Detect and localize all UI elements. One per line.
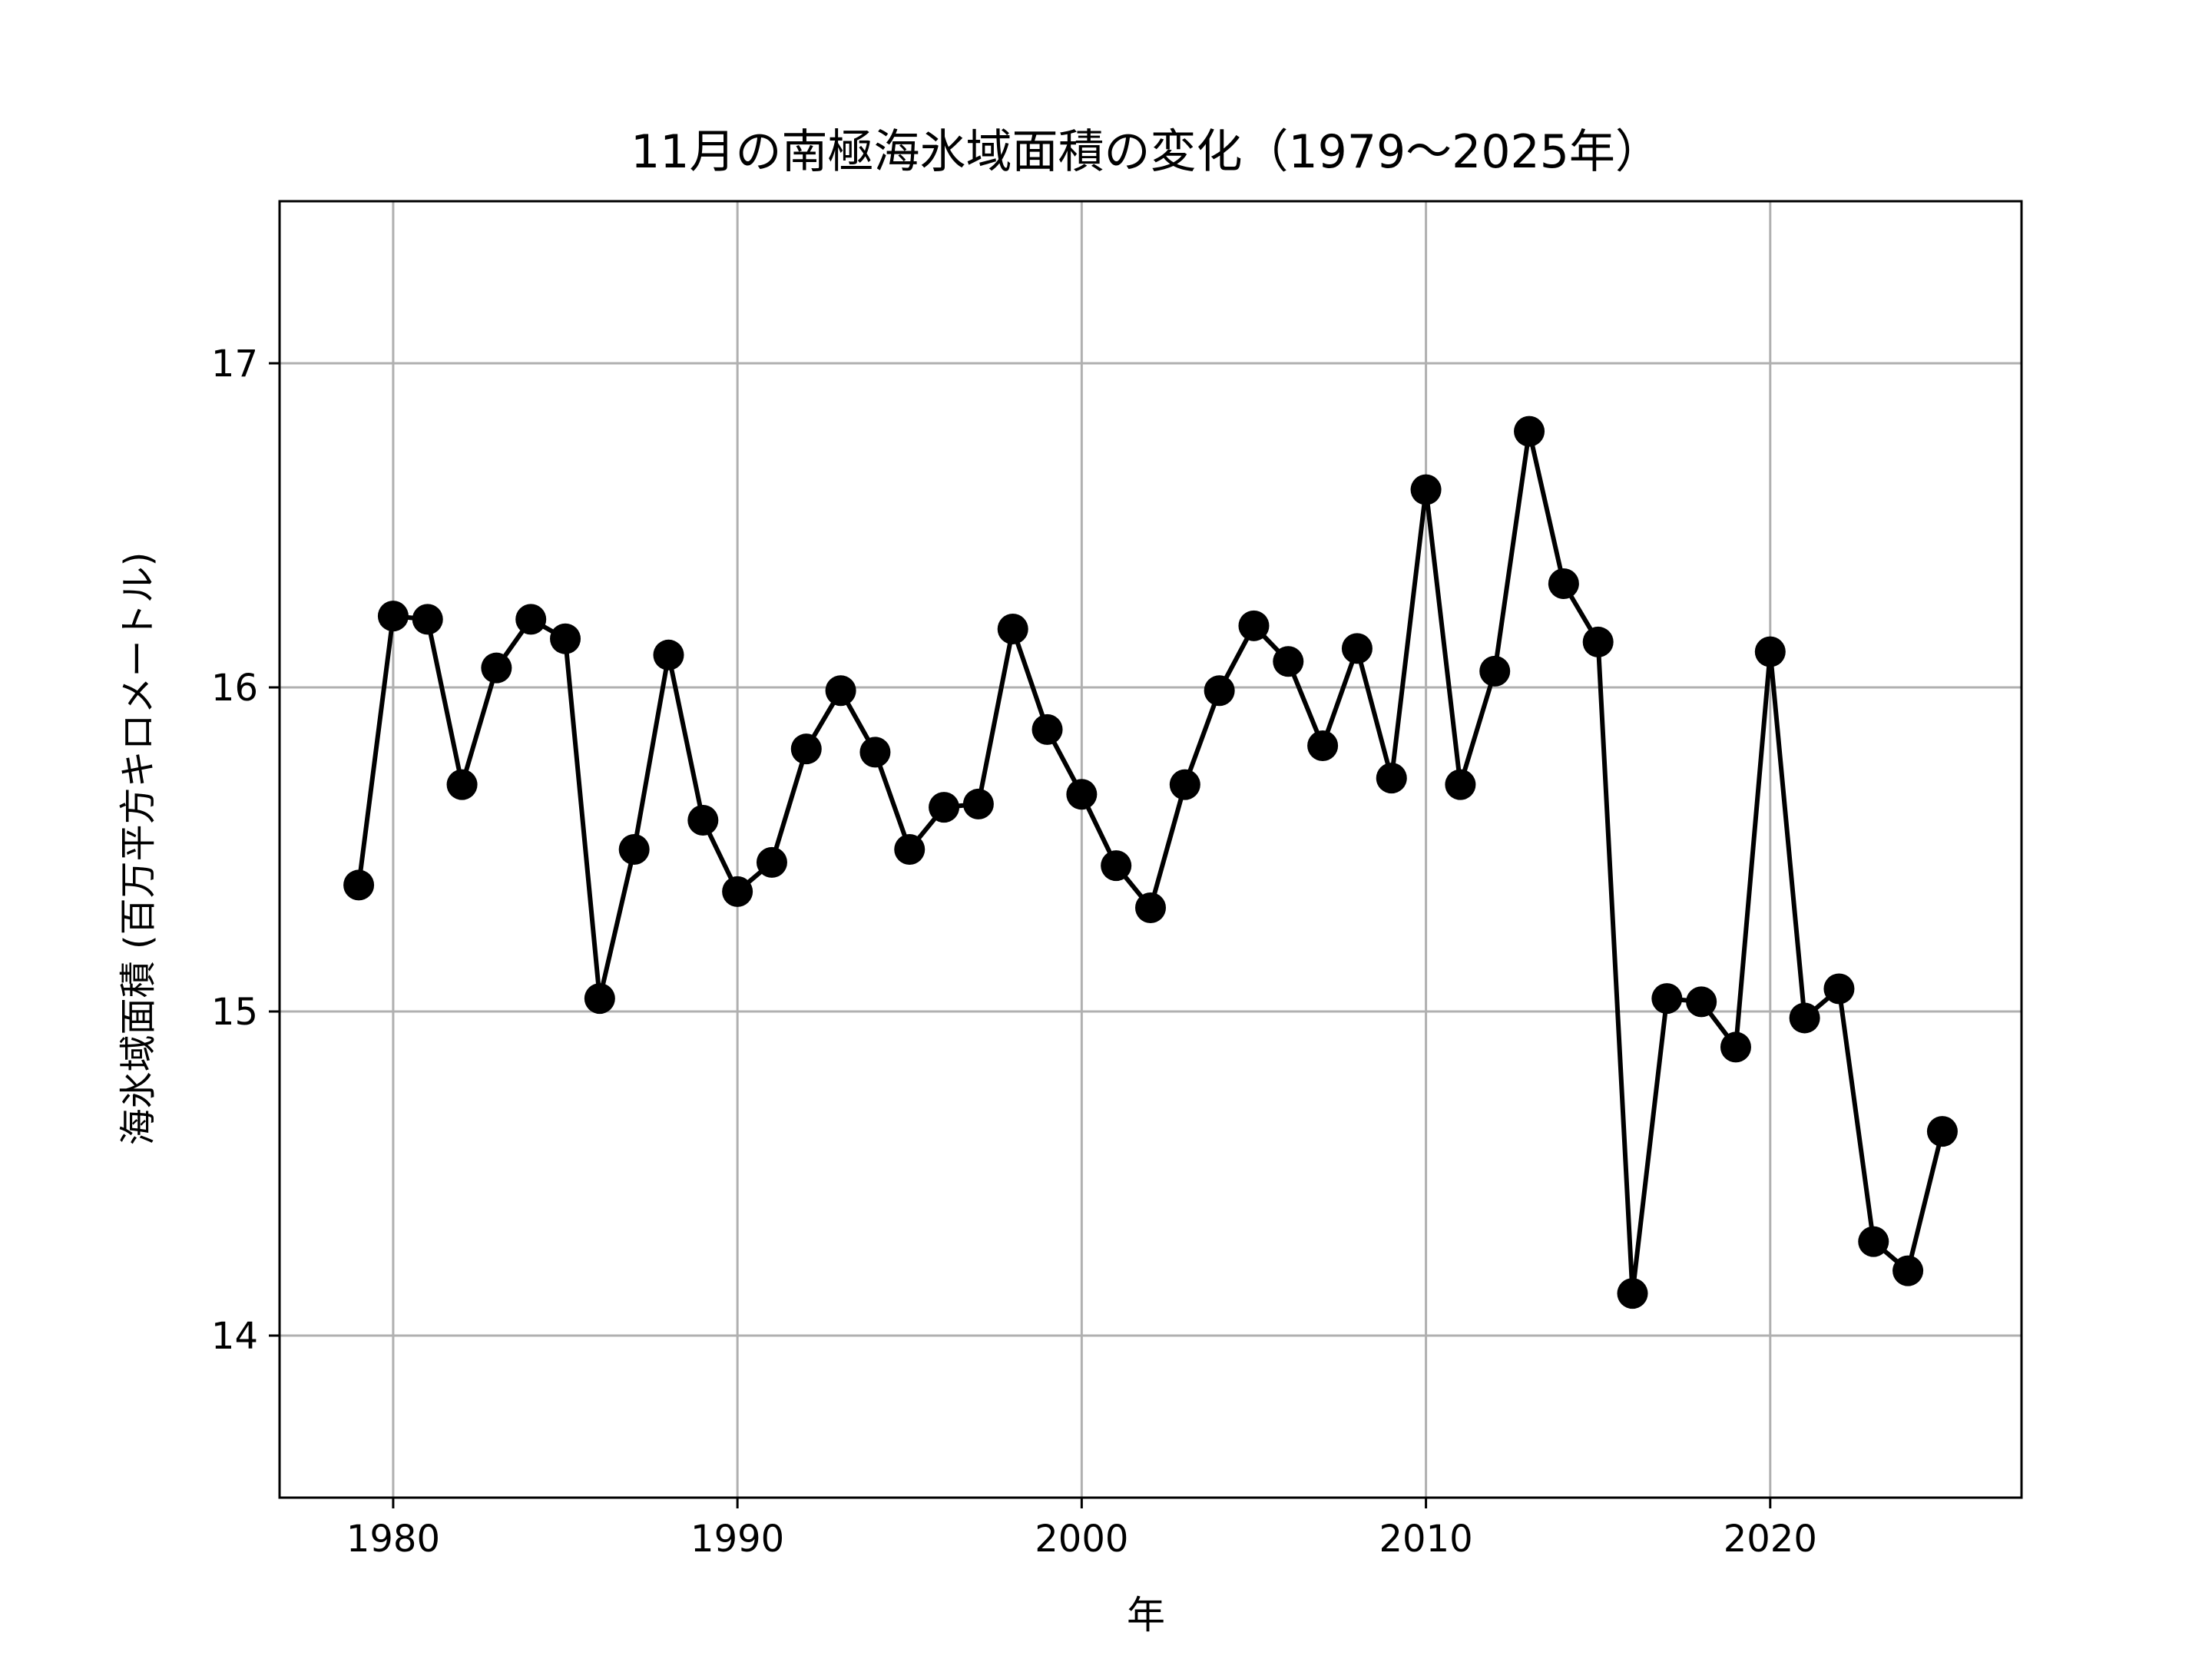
data-point: [550, 623, 581, 654]
chart-title: 11月の南極海氷域面積の変化（1979〜2025年）: [631, 125, 1661, 179]
data-point: [1514, 416, 1545, 447]
data-point: [481, 652, 512, 684]
data-point: [1410, 474, 1442, 505]
data-point: [1548, 568, 1579, 599]
y-tick-label: 15: [211, 991, 258, 1034]
data-point: [1445, 769, 1476, 800]
data-point: [1031, 713, 1063, 745]
data-point: [1789, 1002, 1820, 1034]
data-point: [1101, 850, 1132, 882]
data-point: [1858, 1226, 1889, 1257]
x-tick-label: 2000: [1035, 1518, 1128, 1561]
y-tick-label: 14: [211, 1315, 258, 1358]
data-point: [997, 614, 1028, 645]
data-point: [515, 604, 547, 635]
data-point: [1135, 892, 1166, 923]
data-point: [412, 604, 443, 635]
x-tick-label: 1980: [346, 1518, 440, 1561]
data-point: [446, 769, 478, 800]
data-point: [1376, 763, 1407, 794]
x-tick-label: 1990: [690, 1518, 784, 1561]
y-axis-label: 海氷域面積 (百万平方キロメートル): [117, 552, 160, 1146]
x-axis-label: 年: [1127, 1593, 1165, 1637]
data-point: [1617, 1278, 1648, 1309]
data-point: [1066, 779, 1098, 810]
data-point: [1754, 636, 1786, 667]
data-point: [1169, 769, 1200, 800]
data-point: [1892, 1255, 1924, 1286]
data-point: [1651, 983, 1683, 1015]
data-point: [1204, 675, 1235, 707]
data-point: [825, 675, 856, 707]
data-point: [343, 869, 375, 901]
data-point: [1720, 1031, 1751, 1063]
data-point: [1926, 1116, 1958, 1147]
data-series: [343, 416, 1958, 1309]
data-point: [790, 733, 822, 765]
data-point: [722, 876, 753, 907]
data-point: [1238, 610, 1270, 641]
data-point: [962, 788, 994, 819]
y-tick-label: 17: [211, 343, 258, 386]
data-point: [1686, 986, 1717, 1018]
plot-area-frame: [278, 200, 2023, 1499]
data-point: [584, 983, 615, 1015]
data-point: [377, 601, 409, 632]
x-tick-label: 2010: [1379, 1518, 1472, 1561]
data-point: [859, 737, 891, 768]
data-point: [653, 639, 684, 670]
data-point: [894, 834, 926, 865]
data-point: [1307, 730, 1339, 761]
grid-lines: [280, 201, 2022, 1498]
data-point: [1273, 646, 1304, 677]
data-point: [756, 846, 787, 878]
data-point: [687, 805, 719, 836]
x-tick-label: 2020: [1724, 1518, 1817, 1561]
axis-ticks: 1980 1990 2000 2010 2020 14 15 16 17: [211, 343, 1817, 1561]
data-point: [618, 834, 650, 865]
data-point: [929, 792, 960, 823]
data-point: [1823, 973, 1855, 1005]
data-point: [1582, 626, 1614, 657]
data-point: [1341, 633, 1373, 664]
data-point: [1479, 655, 1511, 687]
y-tick-label: 16: [211, 667, 258, 710]
